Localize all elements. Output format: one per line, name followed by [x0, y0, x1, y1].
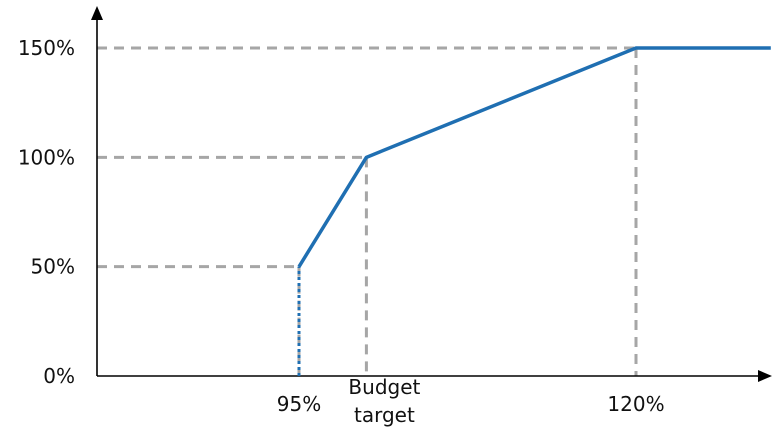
y-tick-label: 150%	[18, 36, 75, 60]
guide-lines	[97, 46, 760, 376]
y-tick-label: 100%	[18, 145, 75, 169]
y-tick-labels: 0% 50% 100% 150%	[18, 36, 75, 388]
x-tick-label: 95%	[277, 392, 321, 416]
x-tick-labels: 95% Budget target 120%	[277, 375, 665, 427]
x-tick-label: Budget	[348, 375, 420, 399]
x-tick-label: 120%	[607, 392, 664, 416]
series-group	[297, 46, 771, 376]
y-tick-label: 50%	[31, 255, 75, 279]
series-line	[297, 46, 771, 268]
axes	[91, 6, 772, 382]
x-axis-arrow-icon	[758, 370, 772, 382]
y-tick-label: 0%	[43, 364, 75, 388]
y-axis-arrow-icon	[91, 6, 103, 20]
x-tick-label: target	[354, 403, 415, 427]
